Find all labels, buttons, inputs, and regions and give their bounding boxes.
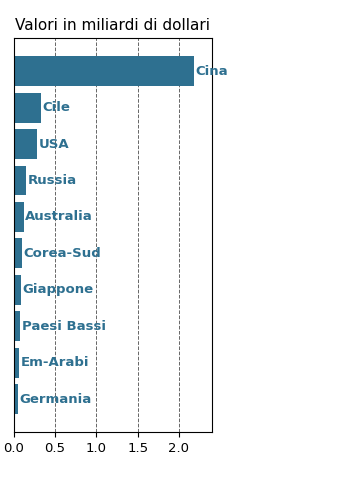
Text: Australia: Australia bbox=[25, 211, 93, 224]
Text: Corea-Sud: Corea-Sud bbox=[24, 247, 101, 260]
Bar bbox=[14, 93, 41, 122]
Bar bbox=[14, 202, 24, 232]
Text: Cile: Cile bbox=[43, 101, 70, 114]
Text: Germania: Germania bbox=[19, 393, 92, 406]
Text: Paesi Bassi: Paesi Bassi bbox=[22, 320, 106, 333]
Text: Giappone: Giappone bbox=[23, 283, 94, 296]
Text: Russia: Russia bbox=[28, 174, 77, 187]
Text: Cina: Cina bbox=[196, 65, 228, 78]
Bar bbox=[14, 275, 21, 305]
Bar bbox=[14, 56, 194, 86]
Bar bbox=[14, 166, 26, 195]
Bar bbox=[14, 384, 18, 414]
Bar bbox=[14, 312, 20, 341]
Text: Em-Arabi: Em-Arabi bbox=[20, 356, 89, 369]
Bar bbox=[14, 239, 22, 268]
Title: Valori in miliardi di dollari: Valori in miliardi di dollari bbox=[15, 18, 210, 33]
Bar bbox=[14, 129, 37, 159]
Text: USA: USA bbox=[38, 138, 69, 151]
Bar bbox=[14, 348, 18, 378]
